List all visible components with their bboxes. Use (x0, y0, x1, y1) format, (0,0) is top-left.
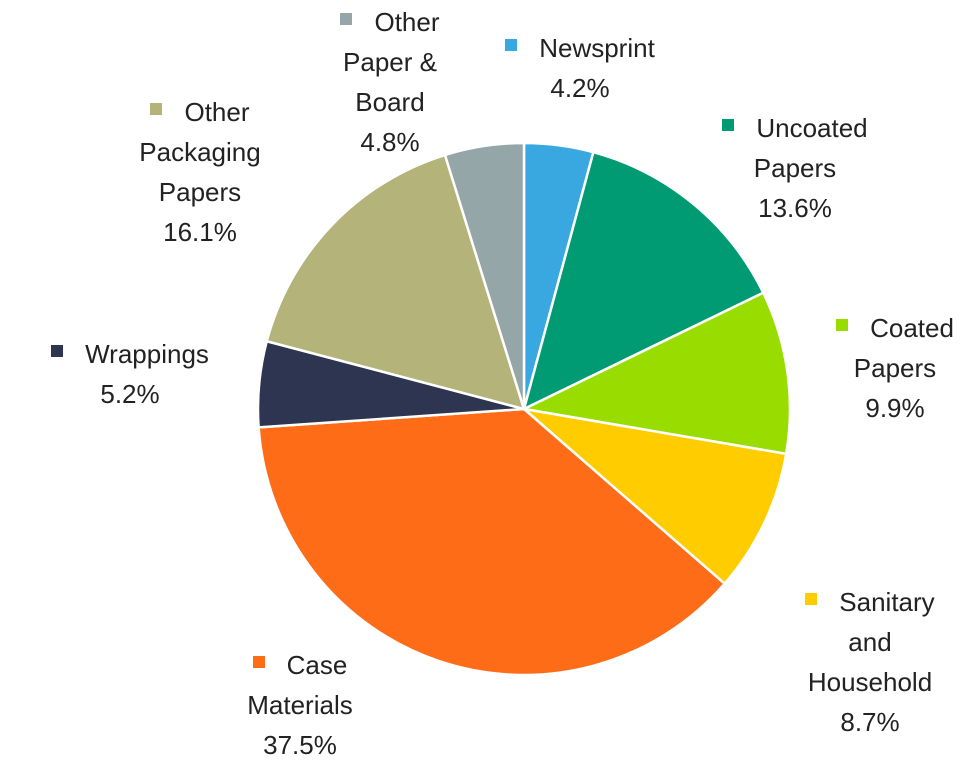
slice-label: Other Packaging Papers 16.1% (120, 92, 280, 252)
category-label: Sanitary and Household (807, 587, 935, 697)
slice-label: Sanitary and Household 8.7% (800, 582, 940, 742)
slice-label: Other Paper & Board 4.8% (325, 2, 455, 162)
pie-slice (519, 407, 788, 586)
value-label: 4.8% (360, 127, 420, 157)
legend-marker (836, 319, 849, 331)
value-label: 37.5% (263, 730, 337, 760)
category-label: Other Packaging Papers (139, 97, 261, 207)
pie-slice (522, 150, 765, 412)
category-label: Newsprint (539, 33, 655, 63)
legend-marker (805, 593, 818, 605)
value-label: 8.7% (840, 707, 900, 737)
value-label: 13.6% (758, 193, 832, 223)
legend-marker (150, 103, 163, 115)
legend-marker (252, 656, 265, 668)
slice-label: Case Materials 37.5% (230, 645, 370, 765)
legend-marker (340, 13, 353, 25)
value-label: 5.2% (100, 379, 160, 409)
legend-marker (51, 345, 64, 357)
legend-marker (722, 119, 735, 131)
value-label: 9.9% (865, 393, 925, 423)
category-label: Case Materials (247, 650, 353, 720)
category-label: Other Paper & Board (343, 7, 440, 117)
pie-slice (257, 407, 727, 677)
category-label: Wrappings (85, 339, 209, 369)
pie-slice (443, 141, 526, 410)
slice-label: Wrappings 5.2% (15, 334, 245, 414)
slice-label: Newsprint 4.2% (480, 28, 680, 108)
slice-label: Uncoated Papers 13.6% (700, 108, 890, 228)
legend-marker (505, 39, 518, 51)
category-label: Coated Papers (853, 313, 954, 383)
pie-slice (519, 291, 792, 456)
pie-slice (265, 153, 526, 411)
category-label: Uncoated Papers (753, 113, 868, 183)
value-label: 16.1% (163, 217, 237, 247)
slice-label: Coated Papers 9.9% (820, 308, 970, 428)
value-label: 4.2% (550, 73, 610, 103)
